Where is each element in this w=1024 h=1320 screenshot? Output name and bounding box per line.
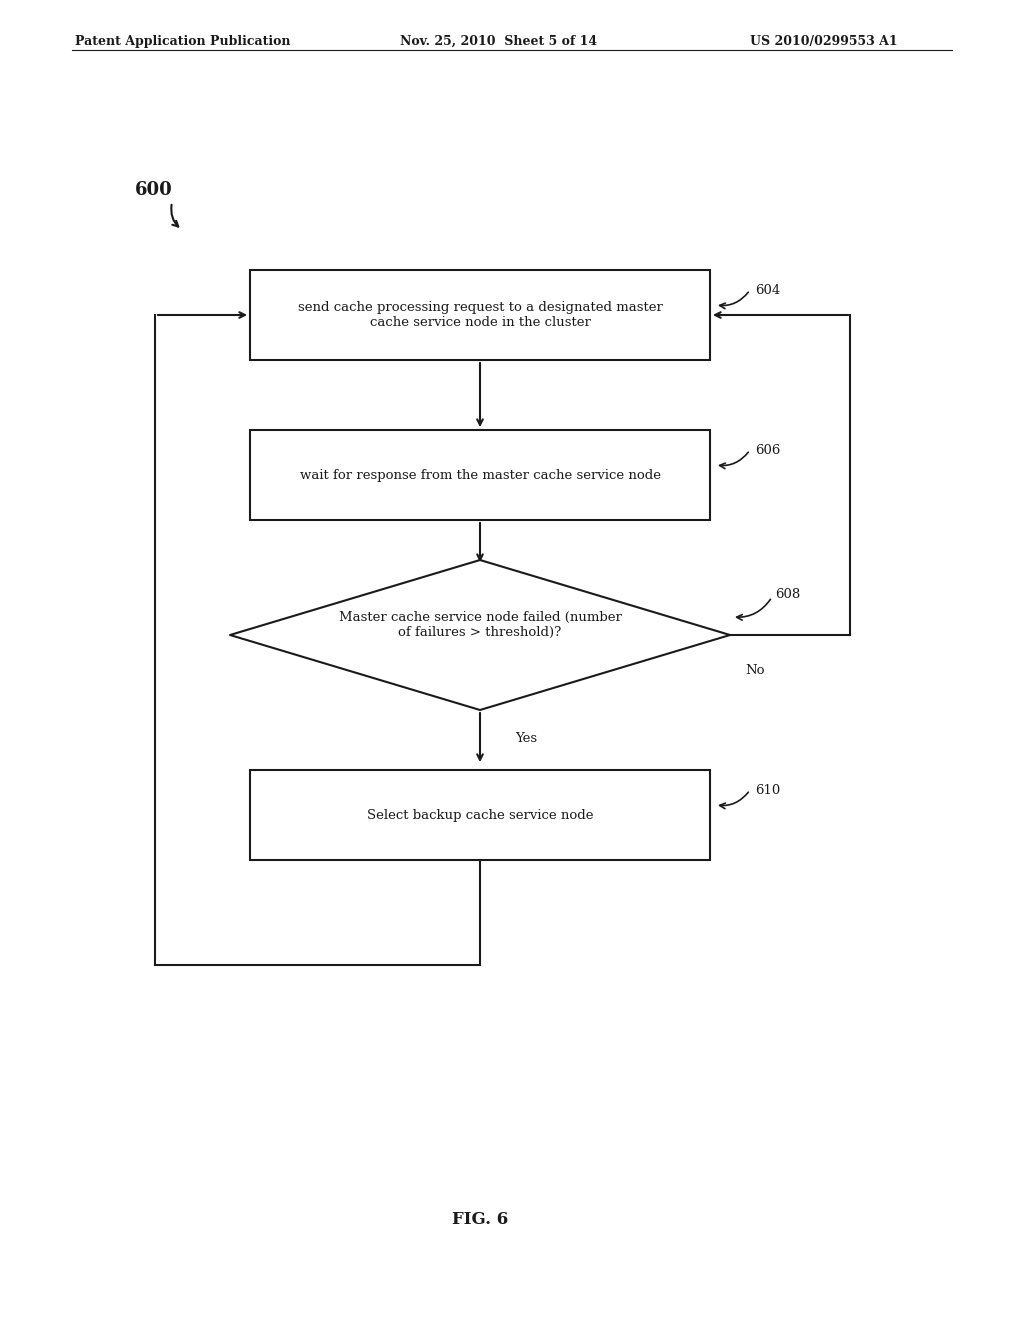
- FancyBboxPatch shape: [250, 271, 710, 360]
- Text: wait for response from the master cache service node: wait for response from the master cache …: [299, 469, 660, 482]
- Text: Nov. 25, 2010  Sheet 5 of 14: Nov. 25, 2010 Sheet 5 of 14: [400, 36, 597, 48]
- Text: 608: 608: [775, 589, 800, 602]
- Text: Master cache service node failed (number
of failures > threshold)?: Master cache service node failed (number…: [339, 611, 622, 639]
- Text: 606: 606: [755, 444, 780, 457]
- Text: US 2010/0299553 A1: US 2010/0299553 A1: [750, 36, 898, 48]
- Text: FIG. 6: FIG. 6: [452, 1212, 508, 1229]
- Text: Yes: Yes: [515, 731, 538, 744]
- Text: No: No: [745, 664, 765, 676]
- FancyBboxPatch shape: [250, 770, 710, 861]
- Text: 610: 610: [755, 784, 780, 796]
- Text: 604: 604: [755, 284, 780, 297]
- FancyBboxPatch shape: [250, 430, 710, 520]
- Text: Select backup cache service node: Select backup cache service node: [367, 808, 593, 821]
- Text: Patent Application Publication: Patent Application Publication: [75, 36, 291, 48]
- Text: send cache processing request to a designated master
cache service node in the c: send cache processing request to a desig…: [298, 301, 663, 329]
- Text: 600: 600: [135, 181, 173, 199]
